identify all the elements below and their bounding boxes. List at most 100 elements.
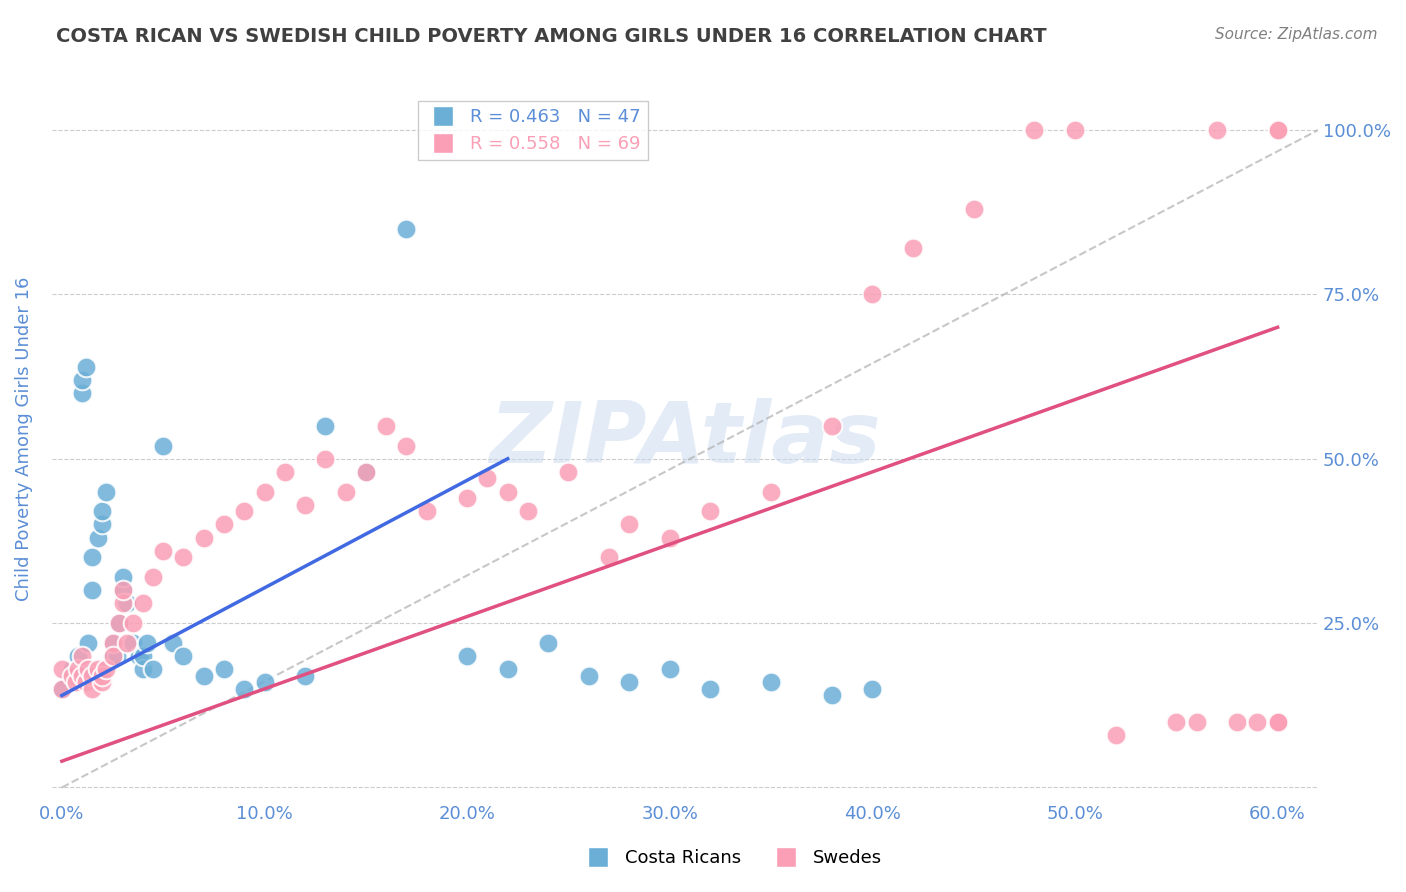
Point — [699, 504, 721, 518]
Point — [67, 648, 90, 663]
Point — [598, 550, 620, 565]
Point — [860, 287, 883, 301]
Point — [70, 669, 93, 683]
Point — [82, 669, 104, 683]
Point — [82, 550, 104, 565]
Point — [212, 662, 235, 676]
Point — [111, 583, 134, 598]
Point — [578, 669, 600, 683]
Point — [172, 550, 194, 565]
Point — [1024, 123, 1046, 137]
Point — [70, 386, 93, 401]
Point — [314, 418, 336, 433]
Point — [212, 517, 235, 532]
Point — [111, 596, 134, 610]
Point — [91, 675, 114, 690]
Point — [658, 531, 681, 545]
Point — [107, 616, 129, 631]
Point — [233, 504, 256, 518]
Point — [101, 636, 124, 650]
Point — [193, 669, 215, 683]
Point — [253, 484, 276, 499]
Point — [91, 669, 114, 683]
Y-axis label: Child Poverty Among Girls Under 16: Child Poverty Among Girls Under 16 — [15, 277, 32, 601]
Point — [96, 662, 118, 676]
Point — [1205, 123, 1227, 137]
Text: Source: ZipAtlas.com: Source: ZipAtlas.com — [1215, 27, 1378, 42]
Point — [294, 669, 316, 683]
Point — [1267, 714, 1289, 729]
Point — [619, 517, 641, 532]
Point — [91, 504, 114, 518]
Point — [477, 471, 499, 485]
Point — [759, 675, 782, 690]
Point — [415, 504, 437, 518]
Point — [496, 484, 519, 499]
Point — [70, 648, 93, 663]
Point — [1064, 123, 1087, 137]
Point — [87, 662, 110, 676]
Point — [75, 359, 97, 374]
Point — [132, 596, 155, 610]
Point — [101, 648, 124, 663]
Point — [1267, 714, 1289, 729]
Point — [142, 662, 165, 676]
Point — [142, 570, 165, 584]
Point — [456, 648, 478, 663]
Point — [619, 675, 641, 690]
Point — [172, 648, 194, 663]
Point — [111, 570, 134, 584]
Point — [51, 681, 73, 696]
Point — [87, 531, 110, 545]
Point — [67, 662, 90, 676]
Point — [1267, 123, 1289, 137]
Point — [537, 636, 560, 650]
Point — [759, 484, 782, 499]
Point — [516, 504, 538, 518]
Point — [107, 616, 129, 631]
Point — [1226, 714, 1249, 729]
Point — [963, 202, 986, 216]
Point — [70, 373, 93, 387]
Point — [82, 681, 104, 696]
Point — [121, 616, 143, 631]
Point — [821, 418, 844, 433]
Point — [152, 543, 174, 558]
Point — [354, 465, 377, 479]
Point — [1267, 714, 1289, 729]
Point — [132, 648, 155, 663]
Point — [1185, 714, 1208, 729]
Point — [860, 681, 883, 696]
Point — [60, 662, 83, 676]
Point — [901, 241, 924, 255]
Legend: Costa Ricans, Swedes: Costa Ricans, Swedes — [572, 842, 890, 874]
Point — [1166, 714, 1188, 729]
Text: COSTA RICAN VS SWEDISH CHILD POVERTY AMONG GIRLS UNDER 16 CORRELATION CHART: COSTA RICAN VS SWEDISH CHILD POVERTY AMO… — [56, 27, 1047, 45]
Point — [395, 439, 418, 453]
Point — [699, 681, 721, 696]
Point — [274, 465, 297, 479]
Point — [1267, 714, 1289, 729]
Point — [75, 675, 97, 690]
Point — [1267, 714, 1289, 729]
Text: ZIPAtlas: ZIPAtlas — [489, 398, 880, 481]
Legend: R = 0.463   N = 47, R = 0.558   N = 69: R = 0.463 N = 47, R = 0.558 N = 69 — [418, 101, 648, 161]
Point — [233, 681, 256, 696]
Point — [253, 675, 276, 690]
Point — [121, 636, 143, 650]
Point — [115, 596, 138, 610]
Point — [65, 675, 87, 690]
Point — [82, 583, 104, 598]
Point — [1104, 728, 1126, 742]
Point — [1267, 123, 1289, 137]
Point — [136, 636, 159, 650]
Point — [1267, 714, 1289, 729]
Point — [314, 451, 336, 466]
Point — [101, 648, 124, 663]
Point — [77, 636, 100, 650]
Point — [557, 465, 579, 479]
Point — [60, 669, 83, 683]
Point — [335, 484, 357, 499]
Point — [51, 662, 73, 676]
Point — [354, 465, 377, 479]
